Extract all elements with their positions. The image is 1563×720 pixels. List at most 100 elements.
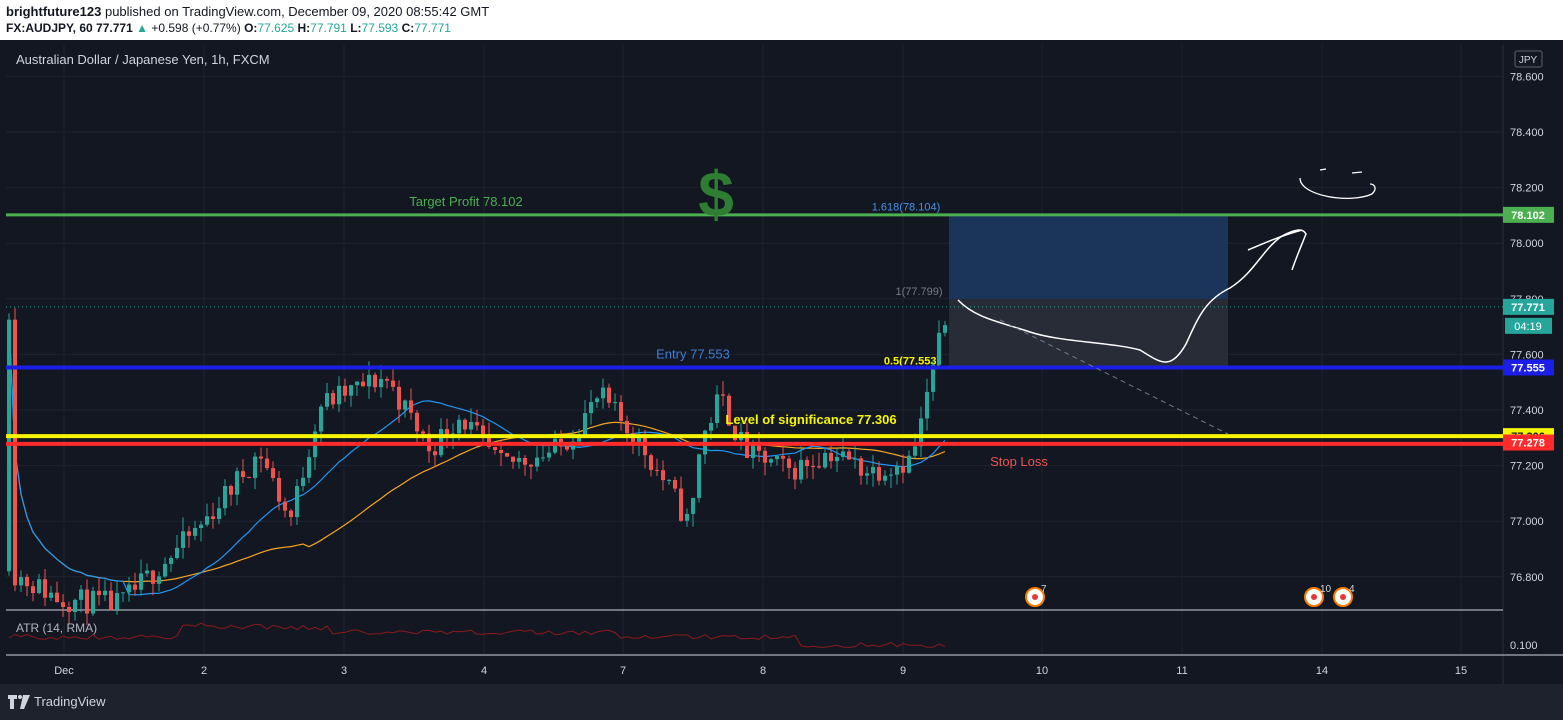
candle-body xyxy=(787,458,791,468)
last-price-tag[interactable] xyxy=(1503,298,1554,315)
candle-body xyxy=(331,393,335,405)
publish-info: brightfuture123 published on TradingView… xyxy=(6,4,489,19)
candle-body xyxy=(541,457,545,459)
candle-body xyxy=(895,466,899,475)
profit-zone[interactable] xyxy=(949,214,1228,300)
candle-body xyxy=(385,378,389,381)
level-lines[interactable]: Target Profit 78.102 Entry 77.553 Level of… xyxy=(6,158,1503,469)
chart-grid xyxy=(6,45,1563,684)
candle-body xyxy=(355,381,359,386)
significance-label: Level of significance 77.306 xyxy=(725,412,896,427)
candle-body xyxy=(211,516,215,520)
ma-fast-line xyxy=(8,319,946,596)
candle-body xyxy=(13,319,17,586)
price-tick: 78.000 xyxy=(1510,238,1544,250)
time-tick: 14 xyxy=(1316,665,1328,677)
publisher-name[interactable]: brightfuture123 xyxy=(6,4,102,19)
candle-body xyxy=(841,451,845,457)
candle-body xyxy=(889,474,893,476)
published-text: published on TradingView.com, December 0… xyxy=(104,4,490,19)
event-count: 7 xyxy=(1041,584,1047,595)
atr-label: ATR (14, RMA) xyxy=(16,621,97,635)
projection-arrow-head[interactable] xyxy=(1247,229,1303,251)
candle-body xyxy=(715,394,719,423)
candle-body xyxy=(631,433,635,446)
event-count: 4 xyxy=(1349,584,1355,595)
trend-projection-line[interactable] xyxy=(999,319,1229,435)
event-badges[interactable]: 7 10 4 xyxy=(1025,584,1355,607)
high-label: H: xyxy=(297,21,311,35)
candle-body xyxy=(163,563,167,577)
candle-body xyxy=(697,454,701,498)
hand-drawings[interactable] xyxy=(957,168,1376,435)
candle-body xyxy=(61,602,65,607)
candle-body xyxy=(925,391,929,419)
up-arrow-icon: ▲ xyxy=(136,21,148,35)
candle-body xyxy=(613,402,617,404)
candle-body xyxy=(937,332,941,365)
entry-tag-text: 77.555 xyxy=(1511,362,1545,374)
position-zones[interactable]: 1.618(78.104) 1(77.799) 0.5(77.553) xyxy=(872,201,1228,368)
candle-body xyxy=(469,422,473,430)
time-tick: 3 xyxy=(341,665,347,677)
time-axis[interactable]: Dec 2 3 4 7 8 9 10 11 14 15 xyxy=(54,665,1467,677)
candle-body xyxy=(91,590,95,614)
candle-body xyxy=(649,455,653,470)
candle-body xyxy=(193,527,197,536)
candle-body xyxy=(721,394,725,396)
price-tick: 77.600 xyxy=(1510,349,1544,361)
currency-badge[interactable] xyxy=(1514,50,1543,68)
smile-doodle-eyes[interactable] xyxy=(1319,168,1363,174)
projection-curve[interactable] xyxy=(957,229,1307,363)
symbol-info: FX:AUDJPY, 60 77.771 ▲ +0.598 (+0.77%) O… xyxy=(6,21,451,35)
chart-title: Australian Dollar / Japanese Yen, 1h, FX… xyxy=(16,52,270,67)
smile-doodle[interactable] xyxy=(1299,177,1376,200)
candle-body xyxy=(103,590,107,596)
candle-body xyxy=(109,590,113,610)
target-tag-text: 78.102 xyxy=(1511,210,1545,222)
candle-body xyxy=(25,576,29,587)
dollar-sign: $ xyxy=(698,158,734,230)
candle-body xyxy=(655,469,659,471)
candle-body xyxy=(319,406,323,432)
candle-body xyxy=(565,446,569,450)
candle-body xyxy=(811,466,815,468)
candle-body xyxy=(97,590,101,596)
stop-tag[interactable] xyxy=(1503,434,1554,451)
candle-body xyxy=(751,442,755,458)
candle-body xyxy=(673,480,677,489)
entry-tag[interactable] xyxy=(1503,359,1554,376)
candle-body xyxy=(823,452,827,468)
candle-body xyxy=(223,486,227,509)
target-tag[interactable] xyxy=(1503,206,1554,223)
candle-body xyxy=(127,584,131,593)
price-tick: 77.000 xyxy=(1510,516,1544,528)
candle-body xyxy=(361,381,365,387)
tradingview-brand[interactable]: TradingView xyxy=(34,694,106,709)
atr-pane: ATR (14, RMA) 0.100 xyxy=(8,621,1538,652)
candle-body xyxy=(121,592,125,594)
candle-body xyxy=(481,425,485,435)
entry-zone[interactable] xyxy=(949,299,1228,368)
tradingview-logo-icon[interactable] xyxy=(8,695,30,709)
low-value: 77.593 xyxy=(361,21,399,35)
candle-body xyxy=(529,464,533,467)
candle-body xyxy=(445,428,449,438)
candle-body xyxy=(463,419,467,430)
candle-body xyxy=(307,457,311,478)
candle-body xyxy=(535,457,539,467)
candle-body xyxy=(19,576,23,586)
candle-body xyxy=(877,467,881,481)
candle-body xyxy=(547,452,551,458)
time-tick: 11 xyxy=(1176,665,1187,677)
candle-body xyxy=(829,452,833,462)
candle-body xyxy=(79,589,83,600)
candle-body xyxy=(175,547,179,559)
stop-loss-label: Stop Loss xyxy=(990,454,1048,469)
price-axis[interactable]: JPY78.60078.40078.20078.00077.80077.6007… xyxy=(1503,50,1554,584)
candle-body xyxy=(667,480,671,482)
candle-body xyxy=(205,516,209,525)
candle-body xyxy=(799,459,803,480)
price-chart[interactable]: Australian Dollar / Japanese Yen, 1h, FX… xyxy=(0,40,1563,684)
candle-body xyxy=(511,456,515,462)
